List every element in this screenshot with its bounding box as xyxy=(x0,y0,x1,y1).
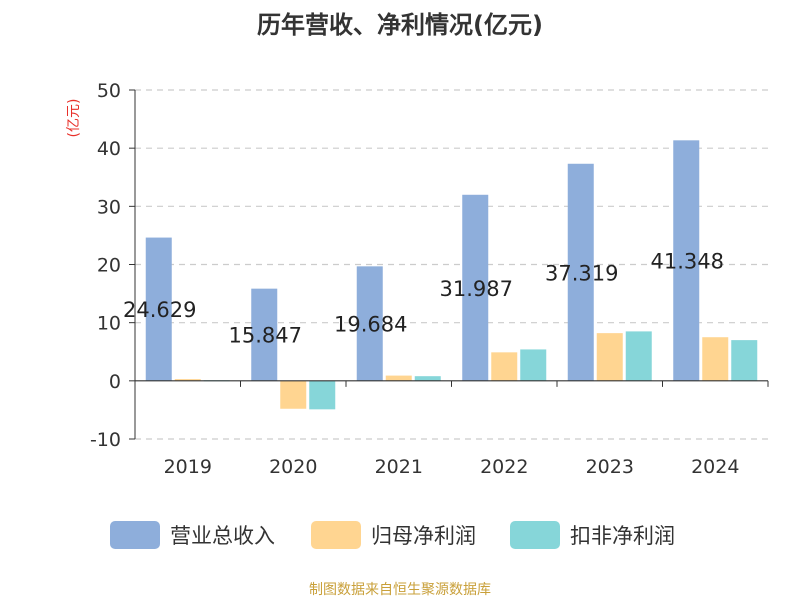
legend-swatch xyxy=(311,521,361,549)
y-tick-label: 20 xyxy=(97,255,121,277)
data-label: 15.847 xyxy=(229,324,302,348)
x-tick-label: 2024 xyxy=(691,456,739,478)
data-label: 37.319 xyxy=(545,261,618,285)
y-tick-label: -10 xyxy=(90,429,121,451)
data-label: 41.348 xyxy=(651,250,724,274)
bar-series0-2019 xyxy=(145,237,172,381)
bar-series1-2022 xyxy=(491,352,518,381)
x-tick-label: 2020 xyxy=(269,456,317,478)
bar-series1-2021 xyxy=(385,375,412,381)
bar-series0-2023 xyxy=(567,163,594,381)
y-axis-ticks: -10 0 10 20 30 40 50 xyxy=(90,80,135,451)
legend-label: 归母净利润 xyxy=(371,524,476,548)
x-tick-label: 2023 xyxy=(586,456,634,478)
bar-series1-2023 xyxy=(596,333,623,381)
y-tick-label: 50 xyxy=(97,80,121,102)
bar-series1-2024 xyxy=(702,337,729,381)
data-label: 31.987 xyxy=(440,277,513,301)
bar-series1-2020 xyxy=(280,380,307,409)
bar-series0-2020 xyxy=(251,288,278,381)
source-note: 制图数据来自恒生聚源数据库 xyxy=(309,582,491,598)
legend-label: 扣非净利润 xyxy=(570,524,675,548)
y-axis-unit-label: (亿元) xyxy=(66,99,82,138)
chart-title: 历年营收、净利情况(亿元) xyxy=(257,11,543,39)
data-labels: 24.629 15.847 19.684 31.987 37.319 41.348 xyxy=(123,250,724,348)
axes xyxy=(134,90,769,439)
bar-series1-2019 xyxy=(174,379,201,381)
bar-series2-2021 xyxy=(414,376,441,381)
y-tick-label: 10 xyxy=(97,313,121,335)
legend-swatch xyxy=(510,521,560,549)
bar-series2-2022 xyxy=(520,349,547,381)
bar-series2-2020 xyxy=(309,380,336,410)
legend-label: 营业总收入 xyxy=(170,524,275,548)
x-tick-label: 2021 xyxy=(375,456,423,478)
y-tick-label: 0 xyxy=(109,371,121,393)
legend-swatch xyxy=(110,521,160,549)
bar-series0-2021 xyxy=(356,266,383,381)
bar-series0-2024 xyxy=(673,140,700,381)
x-axis-labels: 2019 2020 2021 2022 2023 2024 xyxy=(164,456,740,478)
x-tick-label: 2022 xyxy=(480,456,528,478)
bar-series2-2024 xyxy=(731,340,758,381)
bars xyxy=(145,140,758,410)
legend: 营业总收入 归母净利润 扣非净利润 xyxy=(110,521,675,549)
data-label: 19.684 xyxy=(334,313,407,337)
bar-series0-2022 xyxy=(462,194,489,381)
y-tick-label: 30 xyxy=(97,196,121,218)
y-tick-label: 40 xyxy=(97,138,121,160)
x-tick-label: 2019 xyxy=(164,456,212,478)
data-label: 24.629 xyxy=(123,298,196,322)
bar-series2-2023 xyxy=(625,331,652,381)
